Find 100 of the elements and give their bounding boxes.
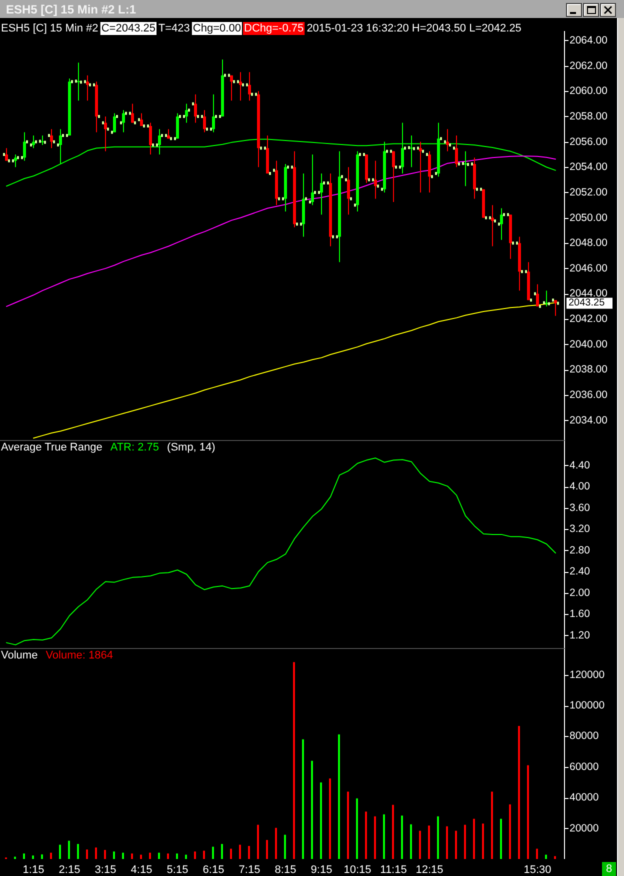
bar bbox=[122, 852, 124, 859]
bar bbox=[464, 824, 466, 859]
x-tick-label: 3:15 bbox=[94, 864, 116, 876]
bar bbox=[113, 851, 115, 859]
chart-title: Volume bbox=[1, 650, 38, 662]
bar bbox=[374, 816, 376, 859]
bar bbox=[437, 816, 439, 859]
bar bbox=[248, 846, 250, 859]
bar bbox=[311, 760, 313, 859]
y-tick-label: 2.40 bbox=[570, 566, 590, 578]
y-tick-label: 40000 bbox=[570, 792, 599, 804]
bar bbox=[356, 798, 358, 859]
bar bbox=[176, 853, 178, 859]
bar bbox=[212, 846, 214, 859]
bar bbox=[257, 824, 259, 859]
bar bbox=[347, 792, 349, 859]
bar bbox=[428, 826, 430, 859]
y-tick-label: 2038.00 bbox=[570, 364, 608, 376]
bar bbox=[482, 824, 484, 859]
y-tick-label: 2.80 bbox=[570, 544, 590, 556]
y-tick-label: 2040.00 bbox=[570, 338, 608, 350]
text: 2043.25 bbox=[568, 298, 606, 309]
bar bbox=[95, 847, 97, 859]
bar bbox=[239, 844, 241, 859]
x-tick-label: 6:15 bbox=[202, 864, 224, 876]
bar bbox=[329, 778, 331, 859]
bar bbox=[545, 854, 547, 859]
y-tick-label: 2054.00 bbox=[570, 161, 608, 174]
x-tick-label: 11:15 bbox=[380, 864, 407, 876]
bar bbox=[167, 853, 169, 859]
bar bbox=[302, 739, 304, 859]
bar bbox=[68, 840, 70, 859]
bar bbox=[446, 826, 448, 859]
x-tick-label: 7:15 bbox=[238, 864, 260, 876]
y-tick-label: 2062.00 bbox=[570, 60, 608, 72]
bar bbox=[500, 818, 502, 859]
y-tick-label: 2058.00 bbox=[570, 110, 608, 122]
x-tick-label: 4:15 bbox=[130, 864, 152, 876]
chart-title: Average True Range bbox=[1, 442, 102, 454]
text: 8 bbox=[606, 863, 612, 875]
x-tick-label: 10:15 bbox=[344, 864, 372, 876]
x-tick-label: 12:15 bbox=[416, 864, 444, 876]
bar bbox=[86, 849, 88, 859]
bar bbox=[392, 804, 394, 859]
y-tick-label: 120000 bbox=[570, 668, 605, 681]
bar bbox=[509, 804, 511, 859]
y-tick-label: 3.20 bbox=[570, 523, 590, 536]
bar bbox=[518, 726, 520, 859]
bar bbox=[203, 850, 205, 859]
y-tick-label: 2.00 bbox=[570, 586, 590, 599]
y-tick-label: 60000 bbox=[570, 760, 599, 773]
x-tick-label: 2:15 bbox=[58, 864, 80, 876]
bar bbox=[275, 828, 277, 859]
y-tick-label: 2036.00 bbox=[570, 389, 608, 402]
y-tick-label: 2042.00 bbox=[570, 313, 608, 326]
y-tick-label: 2050.00 bbox=[570, 212, 608, 224]
y-tick-label: 2034.00 bbox=[570, 414, 608, 426]
y-tick-label: 2060.00 bbox=[570, 85, 608, 98]
bar bbox=[77, 844, 79, 859]
bar bbox=[41, 854, 43, 859]
x-tick-label: 9:15 bbox=[310, 864, 332, 876]
bar bbox=[32, 855, 34, 859]
chart-subtitle: (Smp, 14) bbox=[167, 442, 216, 454]
y-tick-label: 1.20 bbox=[570, 629, 590, 642]
y-tick-label: 2044.00 bbox=[570, 288, 608, 300]
bar bbox=[221, 844, 223, 859]
bar bbox=[149, 852, 151, 859]
bar bbox=[491, 792, 493, 859]
y-tick-label: 2064.00 bbox=[570, 34, 608, 46]
bar bbox=[473, 818, 475, 859]
bar bbox=[284, 834, 286, 859]
bar bbox=[455, 830, 457, 859]
chart-title: ESH5 [C] 15 Min #2 L:1 bbox=[6, 2, 136, 16]
y-tick-label: 100000 bbox=[570, 700, 605, 712]
bar bbox=[50, 852, 52, 859]
text: Volume: 1864 bbox=[46, 650, 113, 662]
bar bbox=[383, 814, 385, 859]
bar bbox=[23, 853, 25, 859]
bar bbox=[104, 850, 106, 859]
bar bbox=[266, 840, 268, 859]
bar bbox=[293, 662, 295, 859]
line-series bbox=[6, 458, 556, 646]
bar bbox=[320, 782, 322, 859]
bar bbox=[410, 824, 412, 859]
bar bbox=[230, 848, 232, 859]
bar bbox=[527, 765, 529, 859]
y-tick-label: 20000 bbox=[570, 822, 599, 834]
bar bbox=[536, 848, 538, 859]
x-tick-label: 5:15 bbox=[166, 864, 188, 876]
bar bbox=[185, 854, 187, 859]
y-tick-label: 2052.00 bbox=[570, 186, 608, 198]
bar bbox=[401, 816, 403, 859]
y-tick-label: 2048.00 bbox=[570, 237, 608, 250]
bar bbox=[194, 851, 196, 859]
x-tick-label: 1:15 bbox=[22, 864, 44, 876]
y-tick-label: 3.60 bbox=[570, 502, 590, 514]
x-tick-label: 15:30 bbox=[524, 864, 552, 876]
bar bbox=[59, 844, 61, 859]
x-tick-label: 8:15 bbox=[274, 864, 296, 876]
bar bbox=[419, 830, 421, 859]
